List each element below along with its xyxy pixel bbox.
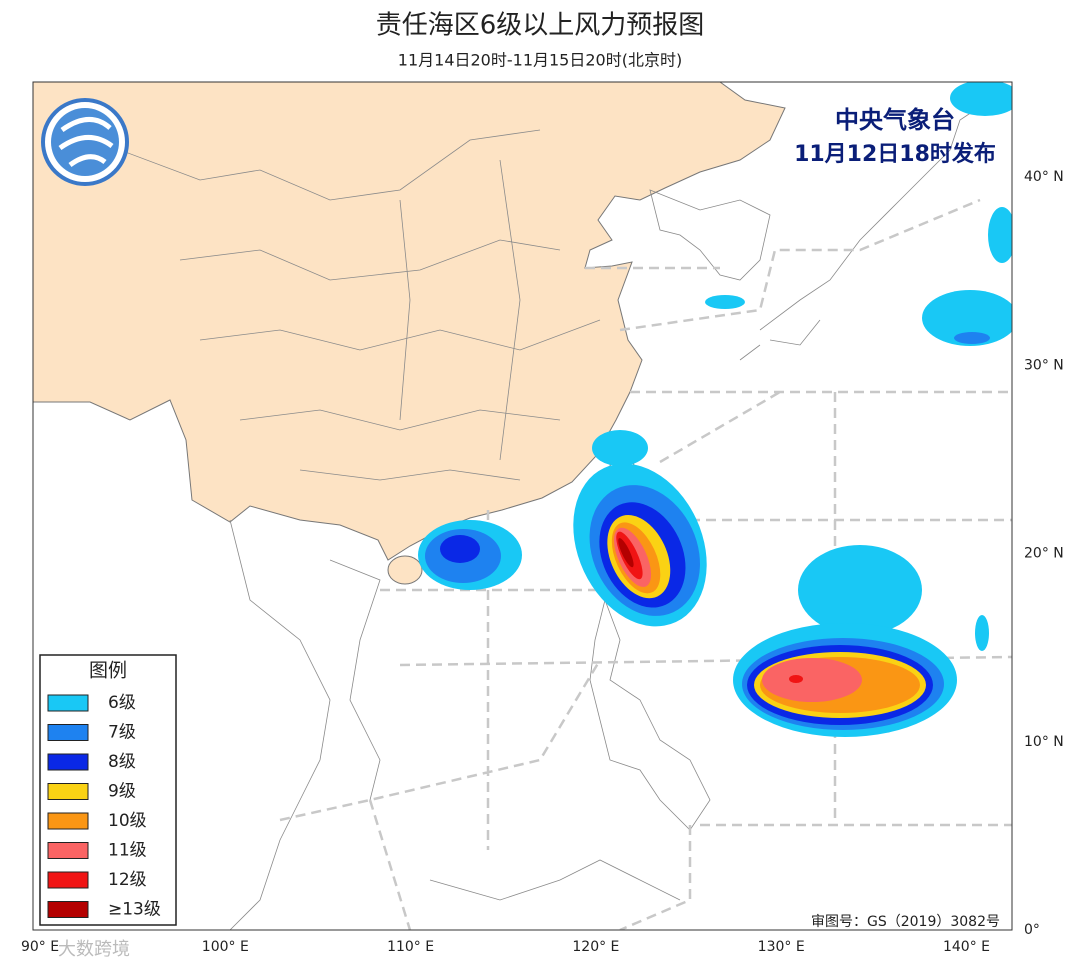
legend-label: 9级: [108, 782, 136, 802]
lat-label: 10° N: [1024, 734, 1064, 750]
wind-area: [618, 538, 634, 568]
map-body: [33, 82, 1012, 930]
legend-swatch: [47, 783, 89, 800]
hainan: [387, 555, 423, 585]
legend-label: 8级: [108, 752, 136, 772]
legend-title: 图例: [89, 660, 127, 682]
legend-label: 6级: [108, 693, 136, 713]
issuer-name: 中央气象台: [835, 106, 955, 134]
legend-label: 12级: [108, 870, 147, 890]
lon-label: 90° E: [21, 939, 59, 955]
wind-area: [798, 545, 922, 635]
wind-areas: [418, 82, 1012, 737]
legend-swatch: [47, 694, 89, 712]
lon-label: 140° E: [943, 939, 990, 955]
title: 责任海区6级以上风力预报图: [376, 11, 705, 41]
lat-label: 20° N: [1024, 546, 1064, 562]
lon-label: 100° E: [202, 939, 249, 955]
lon-label: 120° E: [572, 939, 619, 955]
approval-number: 审图号：GS（2019）3082号: [811, 914, 1000, 930]
subtitle: 11月14日20时-11月15日20时(北京时): [398, 51, 682, 70]
lat-label: 0°: [1024, 922, 1040, 938]
wind-area: [705, 295, 745, 309]
legend-label: 7级: [108, 723, 136, 743]
wind-area: [954, 332, 990, 344]
map-frame: [32, 81, 1013, 931]
wind-area: [789, 675, 803, 683]
legend-swatch: [47, 871, 89, 889]
legend-label: 11级: [108, 841, 147, 861]
legend-swatch: [47, 842, 89, 859]
legend-swatch: [47, 753, 89, 771]
wind-area: [975, 615, 989, 651]
wind-area: [950, 82, 1012, 116]
lon-labels: 90° E 100° E 110° E 120° E 130° E 140° E: [21, 939, 990, 955]
legend-swatch: [47, 901, 89, 918]
wind-area: [592, 430, 648, 466]
lat-label: 40° N: [1024, 169, 1064, 185]
watermark: 大数跨境: [58, 939, 130, 960]
legend-swatch: [47, 812, 89, 830]
legend-label: 10级: [108, 811, 147, 831]
wind-area: [440, 535, 480, 563]
wind-area: [762, 658, 862, 702]
logo: [41, 98, 129, 186]
lat-labels: 40° N 30° N 20° N 10° N 0°: [1024, 169, 1064, 938]
wind-area: [988, 207, 1012, 263]
legend: 图例 6级 7级 8级 9级 10级 11级 12级 ≥13级: [39, 654, 177, 926]
legend-label: ≥13级: [108, 900, 161, 920]
lon-label: 130° E: [758, 939, 805, 955]
lon-label: 110° E: [387, 939, 434, 955]
wind-area: [922, 290, 1012, 346]
lat-label: 30° N: [1024, 357, 1064, 373]
issue-time: 11月12日18时发布: [794, 141, 996, 167]
legend-swatch: [47, 724, 89, 741]
